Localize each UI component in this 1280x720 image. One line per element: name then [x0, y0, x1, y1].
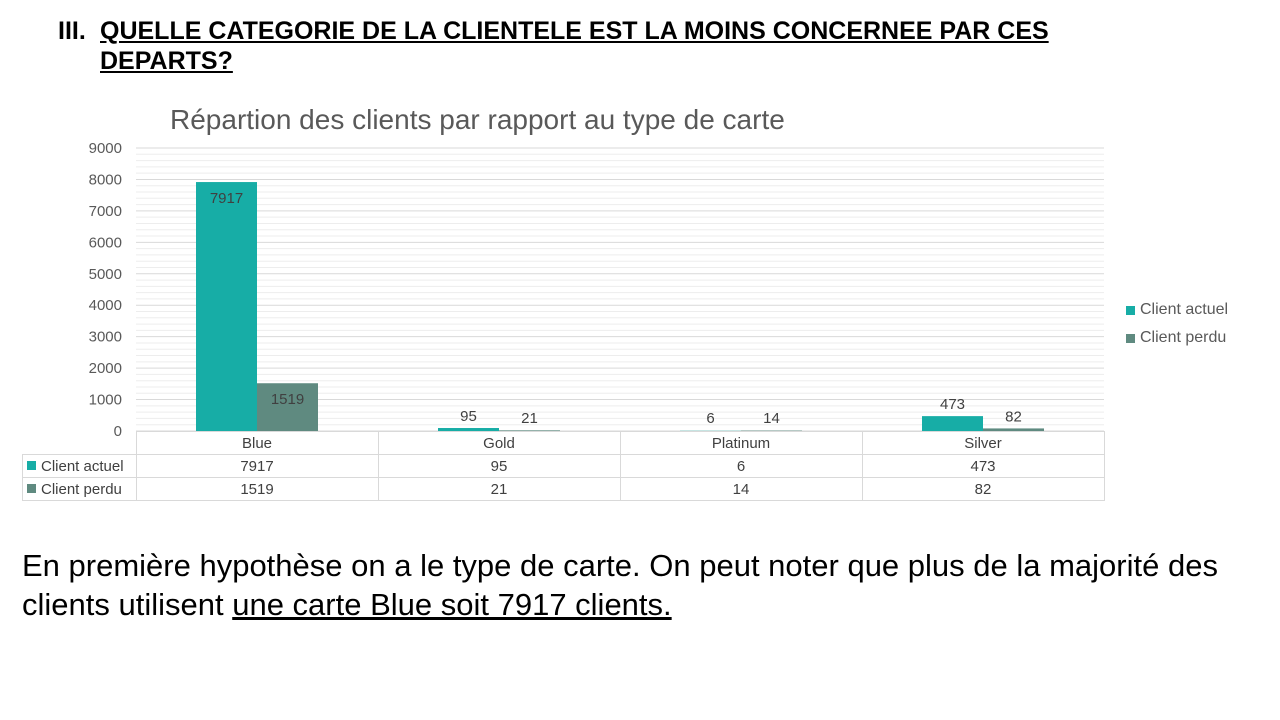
category-label-gold: Gold — [377, 431, 621, 455]
legend-swatch-perdu — [1126, 333, 1135, 343]
data-label: 95 — [460, 408, 477, 425]
table-cell: 7917 — [135, 454, 379, 478]
table-cell: 95 — [377, 454, 621, 478]
data-table-series-perdu: Client perdu — [22, 477, 137, 501]
category-label-silver: Silver — [861, 431, 1105, 455]
legend-label-perdu: Client perdu — [1140, 329, 1227, 346]
body-text: En première hypothèse on a le type de ca… — [22, 548, 1218, 622]
y-tick-label: 6000 — [89, 234, 122, 251]
data-table-header-row: Blue Gold Platinum Silver — [22, 431, 1105, 455]
bar-platinum-perdu — [741, 430, 802, 432]
y-tick-label: 3000 — [89, 329, 122, 346]
body-underlined-text: une carte Blue soit 7917 clients. — [232, 587, 672, 622]
legend-swatch-actuel — [1126, 305, 1135, 315]
data-table-series-label: Client actuel — [41, 457, 124, 475]
bar-blue-actuel — [196, 182, 257, 431]
y-tick-label: 4000 — [89, 297, 122, 314]
data-label: 21 — [521, 410, 538, 427]
bar-silver-actuel — [922, 416, 983, 431]
body-paragraph: En première hypothèse on a le type de ca… — [22, 546, 1222, 624]
data-label: 473 — [940, 396, 965, 413]
table-cell: 14 — [619, 477, 863, 501]
y-tick-label: 5000 — [89, 266, 122, 283]
data-table-row-actuel: Client actuel 7917 95 6 473 — [22, 454, 1105, 478]
legend-item-actuel: Client actuel — [1126, 296, 1228, 324]
y-tick-label: 2000 — [89, 360, 122, 377]
data-table-series-actuel: Client actuel — [22, 454, 137, 478]
bar-blue-perdu — [257, 383, 318, 431]
bar-silver-perdu — [983, 428, 1044, 431]
data-label: 82 — [1005, 408, 1022, 425]
data-label: 1519 — [271, 391, 304, 408]
data-label: 7917 — [210, 190, 243, 207]
table-cell: 21 — [377, 477, 621, 501]
table-cell: 82 — [861, 477, 1105, 501]
legend-label-actuel: Client actuel — [1140, 301, 1229, 318]
table-cell: 6 — [619, 454, 863, 478]
table-key-swatch-actuel — [27, 460, 36, 470]
data-label: 6 — [706, 410, 714, 427]
chart-data-table: Blue Gold Platinum Silver Client actuel … — [22, 431, 1105, 501]
table-key-swatch-perdu — [27, 483, 36, 493]
category-label-blue: Blue — [135, 431, 379, 455]
chart-legend: Client actuel Client perdu — [1126, 296, 1228, 352]
heading-text: QUELLE CATEGORIE DE LA CLIENTELE EST LA … — [100, 17, 1049, 75]
data-table-row-perdu: Client perdu 1519 21 14 82 — [22, 477, 1105, 501]
data-table-corner — [22, 431, 137, 455]
y-tick-label: 9000 — [89, 140, 122, 157]
bar-gold-perdu — [499, 430, 560, 431]
y-tick-label: 7000 — [89, 203, 122, 220]
heading-number: III. — [58, 17, 86, 45]
data-label: 14 — [763, 410, 780, 427]
category-label-platinum: Platinum — [619, 431, 863, 455]
legend-item-perdu: Client perdu — [1126, 324, 1228, 352]
y-tick-label: 1000 — [89, 392, 122, 409]
data-table-series-label: Client perdu — [41, 480, 122, 498]
y-tick-label: 8000 — [89, 171, 122, 188]
chart-title: Répartion des clients par rapport au typ… — [170, 104, 785, 135]
slide-heading: III. QUELLE CATEGORIE DE LA CLIENTELE ES… — [58, 16, 1178, 76]
table-cell: 1519 — [135, 477, 379, 501]
table-cell: 473 — [861, 454, 1105, 478]
bar-gold-actuel — [438, 428, 499, 431]
